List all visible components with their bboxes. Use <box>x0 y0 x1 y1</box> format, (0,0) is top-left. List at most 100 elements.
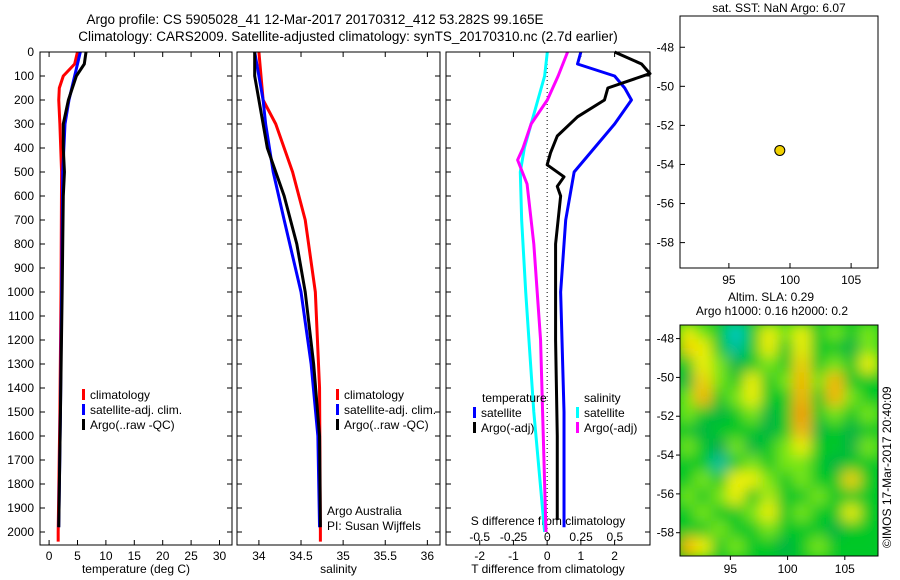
heatmap-cell <box>744 521 765 542</box>
heatmap-cell <box>810 438 831 459</box>
heatmap-cell <box>843 455 864 476</box>
heatmap-cell <box>727 389 748 410</box>
annotation-institution: Argo Australia <box>327 504 402 518</box>
lon-tick-label: 105 <box>835 562 855 576</box>
heatmap-cell <box>680 471 699 492</box>
heatmap-cell <box>793 438 814 459</box>
heatmap-cell <box>777 372 798 393</box>
lat-tick-label: -58 <box>657 236 675 250</box>
heatmap-cell <box>744 438 765 459</box>
heatmap-cell <box>711 356 732 377</box>
heatmap-cell <box>826 521 847 542</box>
map-title: sat. SST: NaN Argo: 6.07 <box>712 1 846 15</box>
depth-tick-label: 1500 <box>7 405 34 419</box>
heatmap-cell <box>793 471 814 492</box>
legend-swatch <box>336 404 339 415</box>
lat-tick-label: -52 <box>657 409 675 423</box>
panel-frame <box>445 51 651 546</box>
heatmap-cell <box>810 537 831 556</box>
depth-tick-label: 100 <box>14 69 34 83</box>
heatmap-cell <box>777 405 798 426</box>
heatmap-cell <box>777 422 798 443</box>
heatmap-cell <box>680 537 699 556</box>
heatmap-cell <box>826 455 847 476</box>
heatmap-cell <box>859 405 878 426</box>
heatmap-cell <box>744 389 765 410</box>
heatmap-cell <box>826 504 847 525</box>
heatmap-cell <box>859 325 878 344</box>
heatmap-clip <box>680 325 878 556</box>
series-line-satellite-adj-clim- <box>253 51 322 528</box>
heatmap-cell <box>826 325 847 344</box>
x-tick-label: 34.5 <box>289 549 313 563</box>
legend-label: satellite <box>584 406 625 420</box>
lon-tick-label: 95 <box>724 562 738 576</box>
heatmap-cell <box>694 521 715 542</box>
heatmap-cell <box>810 471 831 492</box>
heatmap-cell <box>680 438 699 459</box>
lat-tick-label: -54 <box>657 157 675 171</box>
heatmap-cell <box>810 372 831 393</box>
heatmap-cell <box>680 325 699 344</box>
heatmap-cell <box>694 438 715 459</box>
heatmap-cell <box>843 339 864 360</box>
depth-tick-label: 200 <box>14 93 34 107</box>
heatmap-cell <box>859 356 878 377</box>
x-tick-label: 34 <box>252 549 266 563</box>
profile-location-marker <box>774 144 786 156</box>
depth-tick-label: 1900 <box>7 501 34 515</box>
heatmap-cell <box>711 455 732 476</box>
heatmap-cell <box>760 504 781 525</box>
heatmap-cell <box>859 471 878 492</box>
heatmap-cell <box>711 504 732 525</box>
depth-tick-label: 300 <box>14 117 34 131</box>
heatmap-cell <box>744 325 765 344</box>
lat-tick-label: -56 <box>657 487 675 501</box>
heatmap-cell <box>810 521 831 542</box>
heatmap-cell <box>843 325 864 344</box>
heatmap-frame <box>679 324 879 557</box>
x-tick-label: -1 <box>508 549 519 563</box>
lat-tick-label: -58 <box>657 526 675 540</box>
heatmap-cell <box>711 372 732 393</box>
legend-swatch <box>473 407 476 418</box>
panel-location-map: sat. SST: NaN Argo: 6.07 95 100 105 -48 -50 -5… <box>657 1 879 287</box>
lat-tick-label: -48 <box>657 40 675 54</box>
heatmap-cell <box>810 422 831 443</box>
heatmap-cell <box>727 521 748 542</box>
s-tick-label: -0.5 <box>469 530 490 544</box>
heatmap-cell <box>793 521 814 542</box>
heatmap-cell <box>810 339 831 360</box>
heatmap-cell <box>843 488 864 509</box>
depth-tick-label: 700 <box>14 213 34 227</box>
legend-header-salinity: salinity <box>584 391 621 405</box>
heatmap-cell <box>843 504 864 525</box>
series-line-argo-raw-qc- <box>253 52 322 528</box>
heatmap-cell <box>859 422 878 443</box>
heatmap-cell <box>760 521 781 542</box>
heatmap-cell <box>680 372 699 393</box>
x-axis-label: salinity <box>320 562 357 576</box>
lon-tick-label: 100 <box>780 273 800 287</box>
heatmap-cell <box>859 339 878 360</box>
panel-temperature: 0100200300400500600700800900100011001200… <box>7 45 233 576</box>
heatmap-cell <box>810 325 831 344</box>
heatmap-cell <box>843 389 864 410</box>
heatmap-cell <box>826 422 847 443</box>
x-tick-label: 36 <box>421 549 435 563</box>
x-tick-label: 2 <box>611 549 618 563</box>
heatmap-cell <box>680 422 699 443</box>
lat-tick-label: -56 <box>657 197 675 211</box>
depth-tick-label: 1600 <box>7 429 34 443</box>
heatmap-cell <box>793 372 814 393</box>
heatmap-cell <box>727 339 748 360</box>
heatmap-cell <box>826 389 847 410</box>
depth-tick-label: 900 <box>14 261 34 275</box>
heatmap-cell <box>793 339 814 360</box>
heatmap-cell <box>777 339 798 360</box>
heatmap-cell <box>694 455 715 476</box>
heatmap-cell <box>694 372 715 393</box>
depth-tick-label: 1700 <box>7 453 34 467</box>
